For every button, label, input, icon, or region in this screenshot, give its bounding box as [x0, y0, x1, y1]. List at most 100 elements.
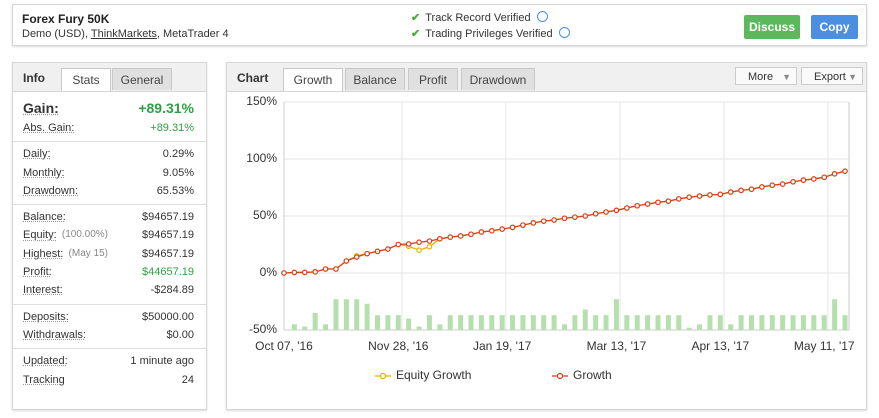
bar: [686, 327, 692, 330]
point: [343, 258, 350, 264]
point: [800, 177, 807, 183]
verification-label: Track Record Verified: [425, 12, 531, 24]
stat-note: (May 15): [68, 247, 108, 259]
legend-label: Growth: [573, 368, 612, 382]
bar: [364, 303, 370, 330]
point: [727, 189, 734, 195]
tab[interactable]: Drawdown: [461, 68, 535, 90]
point: [779, 181, 786, 187]
point: [416, 239, 422, 246]
stat-label: Daily:: [23, 148, 51, 161]
bar: [385, 315, 391, 330]
stat-label: Abs. Gain:: [23, 122, 75, 134]
account-type: Demo (USD),: [22, 28, 89, 40]
bar: [541, 315, 547, 330]
point: [322, 266, 329, 272]
stat-value: $94657.19: [142, 247, 194, 260]
dropdown[interactable]: More ▼: [735, 67, 797, 85]
bar: [551, 315, 557, 330]
point: [364, 250, 370, 257]
bar: [458, 315, 464, 330]
bar: [530, 315, 536, 330]
stat-value: 1 minute ago: [130, 355, 194, 368]
point: [831, 171, 838, 177]
y-tick-label: 50%: [253, 208, 277, 222]
bar: [842, 315, 848, 330]
dropdown-label: Export: [814, 71, 846, 83]
x-tick-label: Mar 13, '17: [587, 339, 647, 353]
bar: [821, 315, 827, 330]
bar: [572, 315, 578, 330]
dropdown[interactable]: Export ▼: [801, 67, 863, 85]
point: [395, 241, 402, 248]
point: [416, 247, 422, 254]
stats-group: Daily: 0.29% Monthly: 9.05% Drawdown: 65.53%: [13, 142, 206, 206]
bar: [375, 315, 380, 330]
bar: [624, 315, 630, 330]
point: [488, 228, 495, 234]
x-tick-label: Jan 19, '17: [473, 339, 532, 353]
point: [686, 194, 692, 200]
bar: [717, 315, 723, 330]
bar: [603, 315, 609, 330]
point: [738, 187, 744, 194]
verifications: ✔ Track Record Verified ✔ Trading Privilege…: [411, 10, 570, 42]
bar: [613, 299, 619, 330]
verification-label: Trading Privileges Verified: [425, 28, 553, 40]
point: [696, 193, 703, 199]
stat-label: Interest:: [23, 284, 63, 297]
stats-group: Updated: 1 minute ago Tracking 24: [13, 349, 206, 393]
point: [811, 176, 817, 182]
tab[interactable]: Profit: [408, 68, 458, 90]
stat-value: -$284.89: [150, 284, 194, 297]
stat-value: $50000.00: [142, 310, 194, 323]
check-icon: ✔: [411, 28, 421, 40]
broker-link[interactable]: ThinkMarkets: [90, 28, 157, 40]
help-icon: [558, 27, 570, 38]
bar: [811, 315, 817, 330]
platform: , MetaTrader 4: [156, 28, 229, 40]
check-icon: ✔: [411, 12, 421, 24]
tab[interactable]: Growth: [283, 68, 343, 91]
stat-label: Balance:: [23, 211, 66, 224]
point: [821, 174, 828, 181]
point: [405, 241, 412, 247]
action-button[interactable]: Discuss: [744, 15, 800, 39]
point: [447, 234, 454, 240]
panel-title: Chart: [237, 71, 269, 85]
bar: [468, 315, 474, 330]
point: [478, 229, 485, 235]
stats-row: Withdrawals: $0.00: [13, 326, 206, 344]
legend-marker: [556, 372, 564, 380]
x-tick-label: Oct 07, '16: [255, 339, 313, 353]
stat-label: Withdrawals:: [23, 328, 86, 341]
point: [509, 224, 516, 231]
stats-row: Balance: $94657.19: [13, 208, 206, 226]
tab[interactable]: Stats: [61, 68, 111, 91]
tab[interactable]: General: [112, 68, 172, 90]
bar: [302, 326, 308, 330]
x-tick-label: Apr 13, '17: [691, 339, 749, 353]
bar: [582, 309, 588, 330]
x-tick-label: May 11, '17: [794, 339, 855, 353]
point: [665, 198, 672, 204]
help-icon: [536, 11, 548, 22]
point: [468, 231, 474, 238]
action-button[interactable]: Copy: [811, 15, 858, 39]
point: [675, 196, 682, 202]
stats-row: Monthly: 9.05%: [13, 164, 206, 182]
bar: [447, 315, 453, 330]
tab[interactable]: Balance: [345, 68, 405, 90]
point: [426, 238, 433, 244]
stat-label: Deposits:: [23, 310, 69, 323]
stats-row: Tracking 24: [13, 371, 206, 389]
point: [520, 222, 526, 228]
point: [759, 184, 765, 190]
bar: [510, 315, 516, 330]
bar: [665, 315, 671, 330]
bar: [562, 324, 567, 330]
bar: [323, 324, 329, 330]
dropdown-label: More: [748, 71, 774, 83]
chart: -50% 0% 50% 100% 150% Oct 07, '16 Nov 28, '16 J…: [246, 94, 855, 382]
